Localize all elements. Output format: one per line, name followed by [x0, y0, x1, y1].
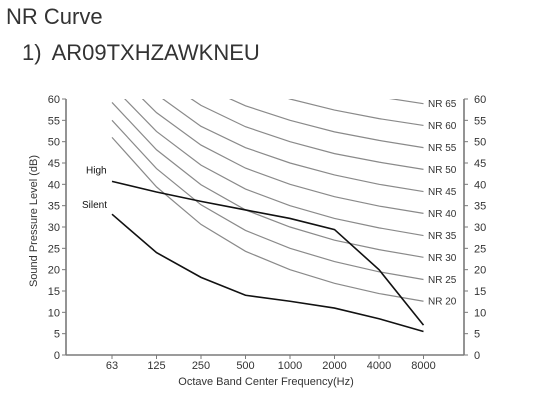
series-line-high [111, 180, 425, 326]
y-tick-label-right: 10 [474, 307, 486, 319]
x-tick-label: 500 [236, 360, 254, 372]
nr-label-nr-50: NR 50 [428, 165, 457, 176]
nr-label-nr-55: NR 55 [428, 143, 457, 154]
nr-label-nr-40: NR 40 [428, 209, 457, 220]
page-title: NR Curve [6, 4, 103, 29]
y-tick-label-right: 45 [474, 158, 486, 170]
y-tick-label-right: 40 [474, 179, 486, 191]
nr-curve-nr-35 [124, 99, 424, 237]
nr-label-nr-65: NR 65 [428, 99, 457, 110]
y-tick-label-right: 60 [474, 94, 486, 106]
x-axis-title: Octave Band Center Frequency(Hz) [178, 376, 353, 388]
y-tick-label-left: 50 [48, 137, 60, 149]
y-tick-label-left: 40 [48, 179, 60, 191]
y-axis-title: Sound Pressure Level (dB) [28, 155, 40, 287]
nr-curve-nr-25 [111, 119, 424, 281]
nr-curve-nr-30 [111, 102, 424, 258]
y-tick-label-right: 35 [474, 201, 486, 213]
nr-curve-nr-60 [287, 99, 424, 127]
x-tick-label: 1000 [278, 360, 302, 372]
nr-curve-nr-65 [388, 99, 424, 105]
y-tick-label-right: 50 [474, 137, 486, 149]
nr-curve-nr-55 [228, 99, 424, 149]
y-tick-label-right: 0 [474, 350, 480, 362]
series-line-silent [111, 213, 424, 333]
y-tick-label-left: 45 [48, 158, 60, 170]
nr-curve-nr-40 [141, 99, 424, 214]
y-tick-label-right: 15 [474, 286, 486, 298]
y-tick-label-left: 0 [54, 350, 60, 362]
nr-curve-nr-50 [190, 99, 424, 170]
y-tick-label-left: 5 [54, 329, 60, 341]
series-label-high: High [86, 165, 107, 176]
model-name: AR09TXHZAWKNEU [51, 40, 260, 65]
y-tick-label-right: 30 [474, 222, 486, 234]
nr-label-nr-30: NR 30 [428, 253, 457, 264]
item-number: 1) [22, 40, 42, 65]
y-tick-label-left: 30 [48, 222, 60, 234]
model-heading: 1) AR09TXHZAWKNEU [22, 40, 260, 66]
y-tick-label-left: 55 [48, 115, 60, 127]
nr-label-nr-60: NR 60 [428, 121, 457, 132]
nr-label-nr-20: NR 20 [428, 297, 457, 308]
nr-label-nr-25: NR 25 [428, 275, 457, 286]
nr-curve-nr-45 [161, 99, 424, 193]
x-tick-label: 8000 [411, 360, 435, 372]
y-tick-label-left: 15 [48, 286, 60, 298]
x-tick-label: 63 [106, 360, 118, 372]
x-tick-label: 2000 [322, 360, 346, 372]
y-tick-label-left: 25 [48, 243, 60, 255]
y-tick-label-right: 5 [474, 329, 480, 341]
series-label-silent: Silent [82, 200, 107, 211]
y-tick-label-left: 20 [48, 265, 60, 277]
y-tick-label-left: 60 [48, 94, 60, 106]
x-tick-label: 250 [192, 360, 210, 372]
y-tick-label-right: 25 [474, 243, 486, 255]
y-tick-label-left: 10 [48, 307, 60, 319]
nr-label-nr-45: NR 45 [428, 187, 457, 198]
x-tick-label: 4000 [367, 360, 391, 372]
y-tick-label-right: 20 [474, 265, 486, 277]
y-tick-label-left: 35 [48, 201, 60, 213]
y-tick-label-right: 55 [474, 115, 486, 127]
x-tick-label: 125 [147, 360, 165, 372]
nr-label-nr-35: NR 35 [428, 231, 457, 242]
